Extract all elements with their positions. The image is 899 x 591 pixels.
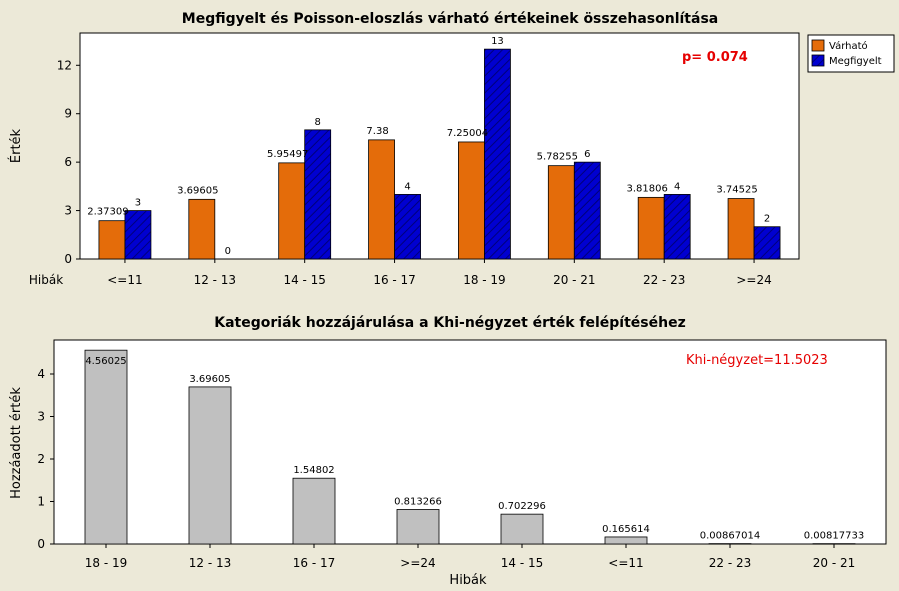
chart1-legend: Várható Megfigyelt [807,34,895,73]
legend-swatch-expected [811,39,825,52]
chart2-ylabel: Hozzáadott érték [9,387,24,499]
chart2-ytick-label: 1 [37,495,45,509]
chart1-label-observed: 4 [404,181,410,192]
chart1-bar-expected [637,196,665,260]
chart1-label-observed: 13 [491,36,504,47]
legend-label-expected: Várható [829,40,868,52]
chart1-ytick-label: 0 [64,252,72,266]
chart1-xtick-label: 16 - 17 [373,273,416,287]
chart2-bar-label: 0.702296 [498,501,546,512]
chart1-bar-observed [663,194,691,260]
chart2-xtick-label: 12 - 13 [189,556,232,570]
chart2-bar [292,477,336,545]
chart1-bar-expected [98,220,126,260]
chart1-label-observed: 3 [135,198,141,209]
chart1-bar-observed [573,161,601,260]
chart1-xtick-label: 12 - 13 [194,273,237,287]
chart2-xtick-label: 14 - 15 [501,556,544,570]
chart1-ytick-label: 6 [64,155,72,169]
chart2-bar-label: 4.56025 [85,356,126,367]
chart1-ytick-label: 12 [57,58,72,72]
chart2-chisquare: Khi-négyzet=11.5023 [686,353,828,368]
chart2-title: Kategoriák hozzájárulása a Khi-négyzet é… [214,315,685,331]
chart2-xtick-label: 20 - 21 [813,556,856,570]
chart1-bar-expected [458,141,485,260]
chart1-bar-expected [188,198,216,260]
chart2-bar [396,509,440,545]
chart1-xtick-label: 22 - 23 [643,273,686,287]
chart2-bar-label: 0.165614 [602,524,650,535]
chart1-bar-expected [368,139,395,260]
chart1-label-expected: 7.25004 [447,128,488,139]
chart1-xtick-label: >=24 [736,273,771,287]
chart2-bar-label: 3.69605 [189,374,230,385]
chart1-label-expected: 5.78255 [537,152,578,163]
chart1-bar-observed [484,48,511,260]
chart1-ytick-label: 3 [64,204,72,218]
chart2-xtick-label: 22 - 23 [709,556,752,570]
chart1-xtick-label: 20 - 21 [553,273,596,287]
chart2-ytick-label: 3 [37,410,45,424]
chart1-xtick-label: 18 - 19 [463,273,506,287]
chart2-bar [604,536,648,545]
chart1-ylabel: Érték [8,128,24,163]
chart2-ytick-label: 2 [37,452,45,466]
chart2-bar [188,386,232,545]
chart2-xtick-label: 16 - 17 [293,556,336,570]
chart2-ytick-label: 0 [37,537,45,551]
chart2-bar-label: 0.00867014 [700,531,760,542]
chart2-bar [500,513,544,545]
chart1-label-expected: 5.95497 [267,149,308,160]
chart1-plot-area [79,32,800,260]
chart2-bar-label: 1.54802 [293,465,334,476]
chart1-bar-observed [304,129,332,260]
chart1-label-expected: 2.37309 [87,207,128,218]
contribution-chart: Kategoriák hozzájárulása a Khi-négyzet é… [9,315,887,588]
chart2-ytick-label: 4 [37,367,45,381]
chart1-bar-observed [394,194,421,260]
chart1-label-observed: 8 [315,117,321,128]
chart1-label-observed: 0 [225,246,231,257]
chart1-ytick-label: 9 [64,107,72,121]
chart1-bar-expected [547,165,575,260]
chart2-xtick-label: 18 - 19 [85,556,128,570]
chart2-xtick-label: >=24 [400,556,435,570]
comparison-chart: Megfigyelt és Poisson-eloszlás várható é… [8,11,895,287]
chart2-xtick-label: <=11 [608,556,643,570]
chart1-pvalue: p= 0.074 [682,50,748,65]
chart1-title: Megfigyelt és Poisson-eloszlás várható é… [182,11,718,27]
chart1-xlabel: Hibák [29,273,63,287]
chart1-label-observed: 6 [584,149,590,160]
chart1-label-expected: 3.74525 [716,185,757,196]
chart1-bar-observed [753,226,781,260]
chart2-bar [84,349,128,545]
chart2-xlabel: Hibák [449,573,487,588]
chart2-bar-label: 0.813266 [394,496,442,507]
chart1-label-expected: 3.69605 [177,185,218,196]
chart1-label-expected: 7.38 [366,126,388,137]
chart1-bar-expected [727,198,755,260]
chart1-label-observed: 4 [674,181,680,192]
legend-swatch-observed [811,54,825,67]
chart1-xtick-label: 14 - 15 [283,273,326,287]
chart2-plot-area [53,339,887,545]
legend-label-observed: Megfigyelt [829,56,882,67]
chart1-xtick-label: <=11 [107,273,142,287]
chart1-bar-observed [124,210,152,260]
chart1-label-expected: 3.81806 [627,183,668,194]
chart1-label-observed: 2 [764,214,770,225]
chart1-bar-expected [278,162,306,260]
chart2-bar-label: 0.00817733 [804,531,864,542]
